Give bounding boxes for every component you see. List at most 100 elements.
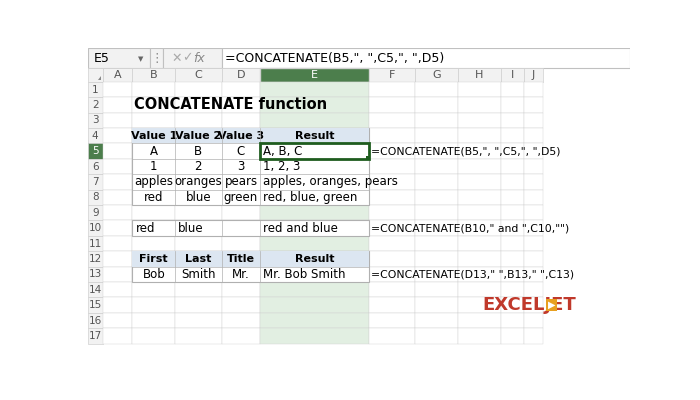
Bar <box>163 48 222 68</box>
Bar <box>458 97 500 113</box>
Bar <box>458 68 500 82</box>
Bar <box>415 144 458 159</box>
Bar <box>175 251 222 267</box>
Text: E: E <box>311 70 318 80</box>
Bar <box>524 144 543 159</box>
Bar <box>222 159 260 174</box>
Text: red, blue, green: red, blue, green <box>263 191 358 204</box>
Text: F: F <box>389 70 396 80</box>
Bar <box>222 298 260 313</box>
Bar <box>524 205 543 220</box>
Bar <box>415 68 458 82</box>
Bar <box>500 251 524 267</box>
Text: C: C <box>237 145 245 158</box>
Bar <box>500 113 524 128</box>
Bar <box>524 190 543 205</box>
Bar <box>458 298 500 313</box>
Bar <box>415 282 458 298</box>
Bar <box>175 82 222 97</box>
Bar <box>132 113 175 128</box>
Bar <box>415 220 458 236</box>
Bar <box>369 159 415 174</box>
Text: Mr.: Mr. <box>232 268 250 281</box>
Bar <box>103 159 132 174</box>
Text: Title: Title <box>227 254 255 264</box>
Text: ▶: ▶ <box>548 300 556 310</box>
Bar <box>260 313 369 328</box>
Bar <box>415 205 458 220</box>
Bar <box>222 205 260 220</box>
Bar <box>103 113 132 128</box>
Text: 6: 6 <box>92 162 99 172</box>
Text: 4: 4 <box>92 131 99 141</box>
Bar <box>500 68 524 82</box>
Bar <box>369 282 415 298</box>
Bar <box>103 298 132 313</box>
Text: 3: 3 <box>92 115 99 125</box>
Bar <box>458 313 500 328</box>
Bar <box>369 251 415 267</box>
Text: 9: 9 <box>92 208 99 218</box>
Text: 8: 8 <box>92 192 99 202</box>
Bar <box>458 159 500 174</box>
Bar <box>222 267 260 282</box>
Bar <box>524 236 543 251</box>
Bar <box>524 313 543 328</box>
Bar <box>500 328 524 344</box>
Bar <box>260 113 369 128</box>
Bar <box>222 190 260 205</box>
Bar <box>524 97 543 113</box>
Bar <box>415 97 458 113</box>
Bar <box>458 282 500 298</box>
Bar <box>132 174 175 190</box>
Bar <box>500 144 524 159</box>
Bar <box>175 205 222 220</box>
Bar <box>132 220 175 236</box>
Text: A: A <box>114 70 122 80</box>
Bar <box>458 220 500 236</box>
Bar <box>88 68 103 82</box>
Bar <box>524 267 543 282</box>
Bar <box>500 236 524 251</box>
Bar <box>369 205 415 220</box>
Text: 14: 14 <box>89 285 102 295</box>
Text: blue: blue <box>178 222 204 235</box>
Bar <box>524 298 543 313</box>
Text: apples: apples <box>134 176 174 188</box>
Bar <box>260 82 369 97</box>
Bar <box>88 205 103 220</box>
Bar <box>88 159 103 174</box>
Bar <box>88 97 103 113</box>
Text: red: red <box>136 222 155 235</box>
Text: 5: 5 <box>92 146 99 156</box>
Text: fx: fx <box>193 52 204 64</box>
Polygon shape <box>97 76 102 80</box>
Bar <box>415 113 458 128</box>
Bar <box>222 144 260 159</box>
Text: 11: 11 <box>89 238 102 248</box>
Bar <box>88 144 103 159</box>
Bar <box>369 298 415 313</box>
Bar <box>524 282 543 298</box>
Text: CONCATENATE function: CONCATENATE function <box>134 98 327 112</box>
Bar <box>222 68 260 82</box>
Bar <box>222 82 260 97</box>
Bar <box>415 298 458 313</box>
Text: 3: 3 <box>237 160 244 173</box>
Bar <box>175 220 222 236</box>
Bar <box>458 205 500 220</box>
Text: 12: 12 <box>89 254 102 264</box>
Bar <box>260 236 369 251</box>
Bar <box>175 236 222 251</box>
Bar <box>222 113 260 128</box>
Bar <box>222 282 260 298</box>
Bar <box>458 190 500 205</box>
Bar <box>458 328 500 344</box>
Bar <box>88 267 103 282</box>
Bar <box>260 205 369 220</box>
Bar <box>103 220 132 236</box>
Bar <box>132 82 175 97</box>
Bar <box>175 328 222 344</box>
Bar <box>175 144 222 159</box>
Bar <box>103 236 132 251</box>
